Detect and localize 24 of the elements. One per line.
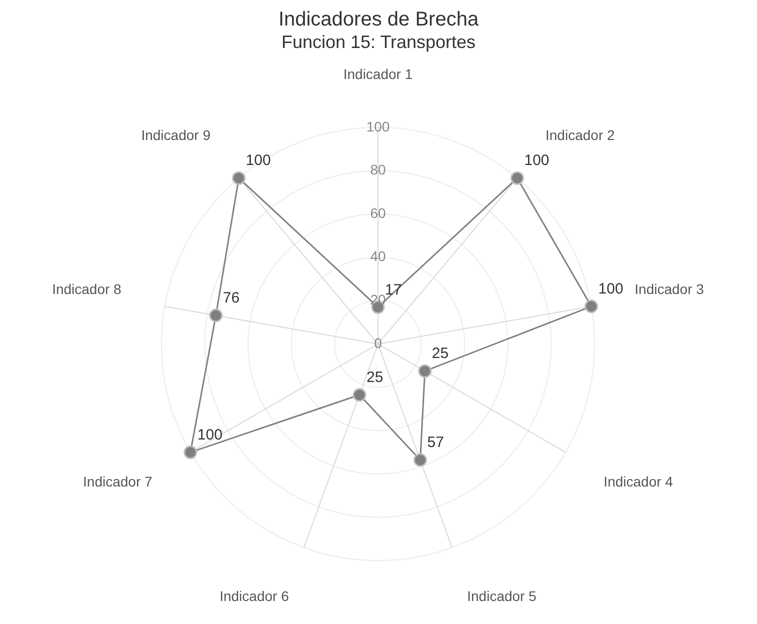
spoke-label: Indicador 5	[467, 588, 537, 604]
y-tick-label: 60	[370, 204, 386, 221]
y-tick-label: 100	[366, 118, 390, 134]
y-tick-label: 80	[370, 162, 386, 178]
spoke-label: Indicador 8	[52, 281, 122, 298]
spoke-label: Indicador 2	[546, 126, 615, 143]
data-label: 100	[524, 152, 550, 170]
chart-subtitle: Funcion 15: Transportes	[281, 32, 476, 52]
data-label: 25	[366, 369, 384, 386]
data-label: 25	[432, 345, 449, 362]
y-tick-label: 0	[374, 334, 382, 351]
spoke-label: Indicador 6	[220, 588, 290, 604]
spoke-label: Indicador 4	[604, 474, 674, 490]
data-label: 100	[598, 280, 624, 298]
spoke-label: Indicador 1	[343, 66, 413, 82]
spoke-label: Indicador 9	[141, 126, 211, 143]
data-label: 57	[427, 434, 444, 452]
chart-title: Indicadores de Brecha	[278, 8, 480, 31]
data-label: 76	[222, 290, 240, 307]
data-label: 100	[246, 152, 271, 170]
spoke-label: Indicador 7	[83, 474, 153, 490]
data-label: 100	[197, 426, 222, 444]
spoke-label: Indicador 3	[634, 281, 704, 298]
y-tick-label: 40	[370, 248, 386, 264]
